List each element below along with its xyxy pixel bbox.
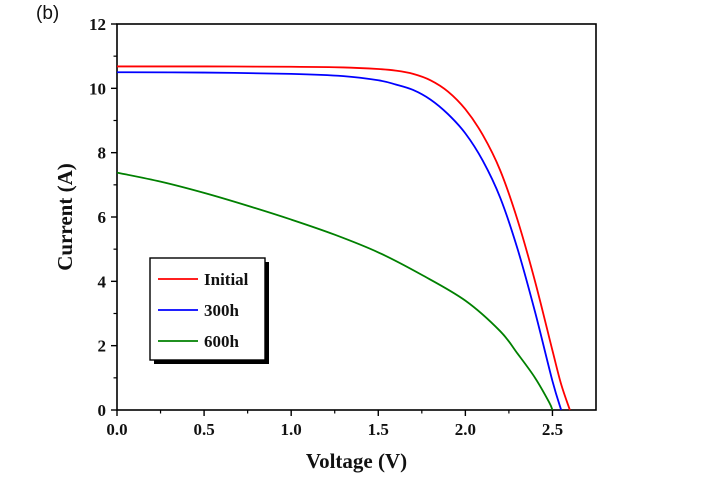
legend-label: 600h xyxy=(204,332,240,351)
series-lines xyxy=(116,65,571,411)
legend-label: 300h xyxy=(204,301,240,320)
legend-label: Initial xyxy=(204,270,249,289)
x-tick-label: 2.5 xyxy=(542,420,563,439)
panel-label: (b) xyxy=(36,3,60,24)
axes: 0.0 0.5 1.0 1.5 2.0 2.5 0 2 4 6 8 10 12 Voltage (V) Cu… xyxy=(53,15,597,473)
legend: Initial 300h 600h xyxy=(149,257,269,364)
x-tick-label: 0.0 xyxy=(106,420,127,439)
x-tick-label: 1.0 xyxy=(281,420,302,439)
y-tick-label: 2 xyxy=(98,337,107,356)
series-line-initial xyxy=(116,65,571,411)
x-tick-label: 2.0 xyxy=(455,420,476,439)
y-tick-label: 10 xyxy=(89,79,106,98)
y-axis-title: Current (A) xyxy=(53,163,77,271)
y-tick-label: 12 xyxy=(89,15,106,34)
x-tick-label: 1.5 xyxy=(368,420,389,439)
x-tick-label: 0.5 xyxy=(193,420,214,439)
y-tick-label: 0 xyxy=(98,401,107,420)
x-axis-title: Voltage (V) xyxy=(306,449,407,473)
y-tick-label: 4 xyxy=(98,272,107,291)
y-tick-label: 8 xyxy=(98,144,107,163)
y-tick-label: 6 xyxy=(98,208,107,227)
series-line-300h xyxy=(116,71,563,411)
legend-box xyxy=(149,257,266,361)
series-line-600h xyxy=(116,171,554,411)
